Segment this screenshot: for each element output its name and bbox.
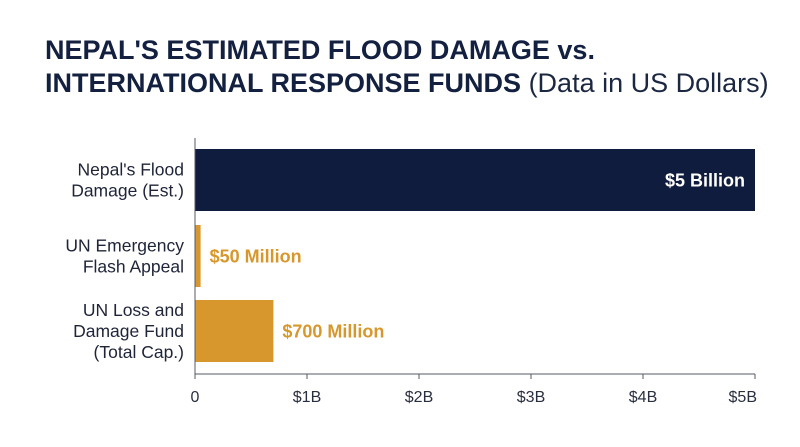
x-tick-label-2: $2B: [405, 389, 433, 406]
category-label-0: Nepal's Flood Damage (Est.): [71, 160, 184, 201]
chart-title: NEPAL'S ESTIMATED FLOOD DAMAGE vs. INTER…: [45, 34, 785, 100]
x-tick-label-4: $4B: [629, 389, 657, 406]
x-tick-label-1: $1B: [293, 389, 321, 406]
value-label-1: $50 Million: [210, 247, 302, 267]
value-label-2: $700 Million: [282, 322, 384, 342]
x-tick-label-0: 0: [191, 389, 200, 406]
chart-title-main: NEPAL'S ESTIMATED FLOOD DAMAGE vs. INTER…: [45, 35, 595, 98]
bar-2: [195, 300, 274, 362]
category-label-2: UN Loss and Damage Fund (Total Cap.): [73, 300, 184, 362]
x-tick-label-5: $5B: [729, 389, 757, 406]
bar-1: [195, 225, 201, 287]
chart-title-note: (Data in US Dollars): [528, 68, 769, 98]
x-tick-label-3: $3B: [517, 389, 545, 406]
category-label-1: UN Emergency Flash Appeal: [65, 236, 184, 277]
value-label-0: $5 Billion: [665, 171, 745, 191]
bar-0: [195, 149, 755, 211]
